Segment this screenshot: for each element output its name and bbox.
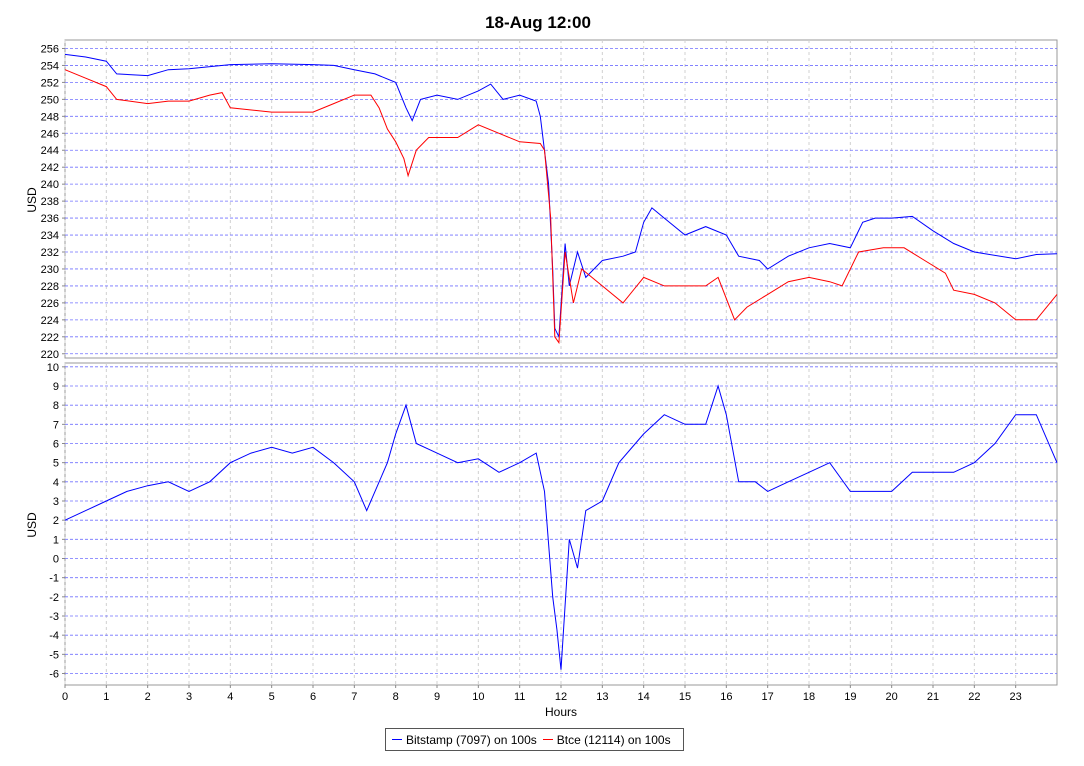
legend-label-btce: Btce (12114) on 100s	[556, 732, 671, 747]
legend-label-bitstamp: Bitstamp (7097) on 100s	[406, 732, 537, 747]
top-plot: 220 222 224 226 228 230 232 234 236 238 240 242 244 2…	[41, 39, 1058, 361]
top-y-tick-label: 240	[41, 179, 59, 191]
top-y-tick-label: 226	[41, 298, 59, 310]
x-tick-label: 14	[638, 691, 650, 703]
top-y-tick-label: 228	[41, 281, 59, 293]
top-series-line-1	[64, 69, 1058, 345]
x-tick-label: 0	[62, 691, 68, 703]
top-y-tick-label: 248	[41, 111, 59, 123]
top-series-line-0	[64, 53, 1058, 339]
top-y-tick-label: 222	[41, 332, 59, 344]
bottom-y-tick-label: 5	[53, 458, 59, 470]
x-tick-label: 16	[720, 691, 732, 703]
bottom-y-tick-label: -5	[49, 649, 59, 661]
legend-item-bitstamp: Bitstamp (7097) on 100s	[392, 733, 537, 747]
bottom-y-tick-label: 1	[53, 534, 59, 546]
x-tick-label: 12	[555, 691, 567, 703]
x-tick-label: 2	[145, 691, 151, 703]
bottom-y-tick-label: 10	[47, 362, 59, 374]
bottom-y-tick-label: -4	[49, 630, 59, 642]
top-y-tick-label: 250	[41, 94, 59, 106]
x-tick-label: 17	[762, 691, 774, 703]
x-tick-label: 15	[679, 691, 691, 703]
x-tick-label: 9	[434, 691, 440, 703]
x-tick-label: 8	[393, 691, 399, 703]
bottom-y-tick-label: -1	[49, 573, 59, 585]
top-y-tick-label: 246	[41, 128, 59, 140]
bottom-y-axis-label: USD	[25, 512, 39, 538]
x-tick-label: 10	[472, 691, 484, 703]
x-axis-label: Hours	[545, 705, 577, 719]
top-y-tick-label: 234	[41, 230, 59, 242]
x-tick-label: 18	[803, 691, 815, 703]
x-tick-label: 13	[596, 691, 608, 703]
x-tick-label: 19	[844, 691, 856, 703]
legend-swatch-btce	[542, 739, 553, 740]
x-tick-label: 4	[227, 691, 233, 703]
x-tick-label: 5	[269, 691, 275, 703]
x-tick-label: 1	[103, 691, 109, 703]
top-y-tick-label: 236	[41, 213, 59, 225]
bottom-y-tick-label: -6	[49, 669, 59, 681]
x-tick-label: 7	[351, 691, 357, 703]
chart-title: 18-Aug 12:00	[485, 13, 591, 32]
legend-swatch-bitstamp	[392, 739, 402, 740]
top-y-tick-label: 252	[41, 77, 59, 89]
bottom-y-tick-label: 7	[53, 419, 59, 431]
bottom-y-tick-label: 6	[53, 439, 59, 451]
top-y-tick-label: 244	[41, 145, 59, 157]
bottom-y-tick-label: 8	[53, 400, 59, 412]
legend-item-btce: Btce (12114) on 100s	[542, 732, 671, 747]
bottom-y-tick-label: -2	[49, 592, 59, 604]
x-tick-label: 23	[1010, 691, 1022, 703]
top-y-tick-label: 220	[41, 349, 59, 361]
bottom-y-tick-label: -3	[49, 611, 59, 623]
top-y-tick-label: 224	[41, 315, 59, 327]
x-tick-label: 22	[968, 691, 980, 703]
bottom-y-tick-label: 2	[53, 515, 59, 527]
bottom-series-line-0	[64, 384, 1058, 670]
legend: Bitstamp (7097) on 100s Btce (12114) on …	[385, 728, 684, 751]
x-tick-label: 6	[310, 691, 316, 703]
x-tick-label: 20	[886, 691, 898, 703]
top-y-tick-label: 238	[41, 196, 59, 208]
bottom-y-tick-label: 9	[53, 381, 59, 393]
top-y-tick-label: 256	[41, 43, 59, 55]
top-y-axis-label: USD	[25, 187, 39, 213]
x-tick-label: 3	[186, 691, 192, 703]
bottom-plot-area	[64, 362, 1058, 686]
top-y-tick-label: 242	[41, 162, 59, 174]
x-tick-label: 11	[514, 691, 525, 703]
bottom-y-tick-label: 0	[53, 554, 59, 566]
top-y-tick-label: 232	[41, 247, 59, 259]
top-y-tick-label: 230	[41, 264, 59, 276]
x-tick-label: 21	[927, 691, 939, 703]
bottom-y-tick-label: 3	[53, 496, 59, 508]
top-y-tick-label: 254	[41, 60, 59, 72]
bottom-y-tick-label: 4	[53, 477, 59, 489]
